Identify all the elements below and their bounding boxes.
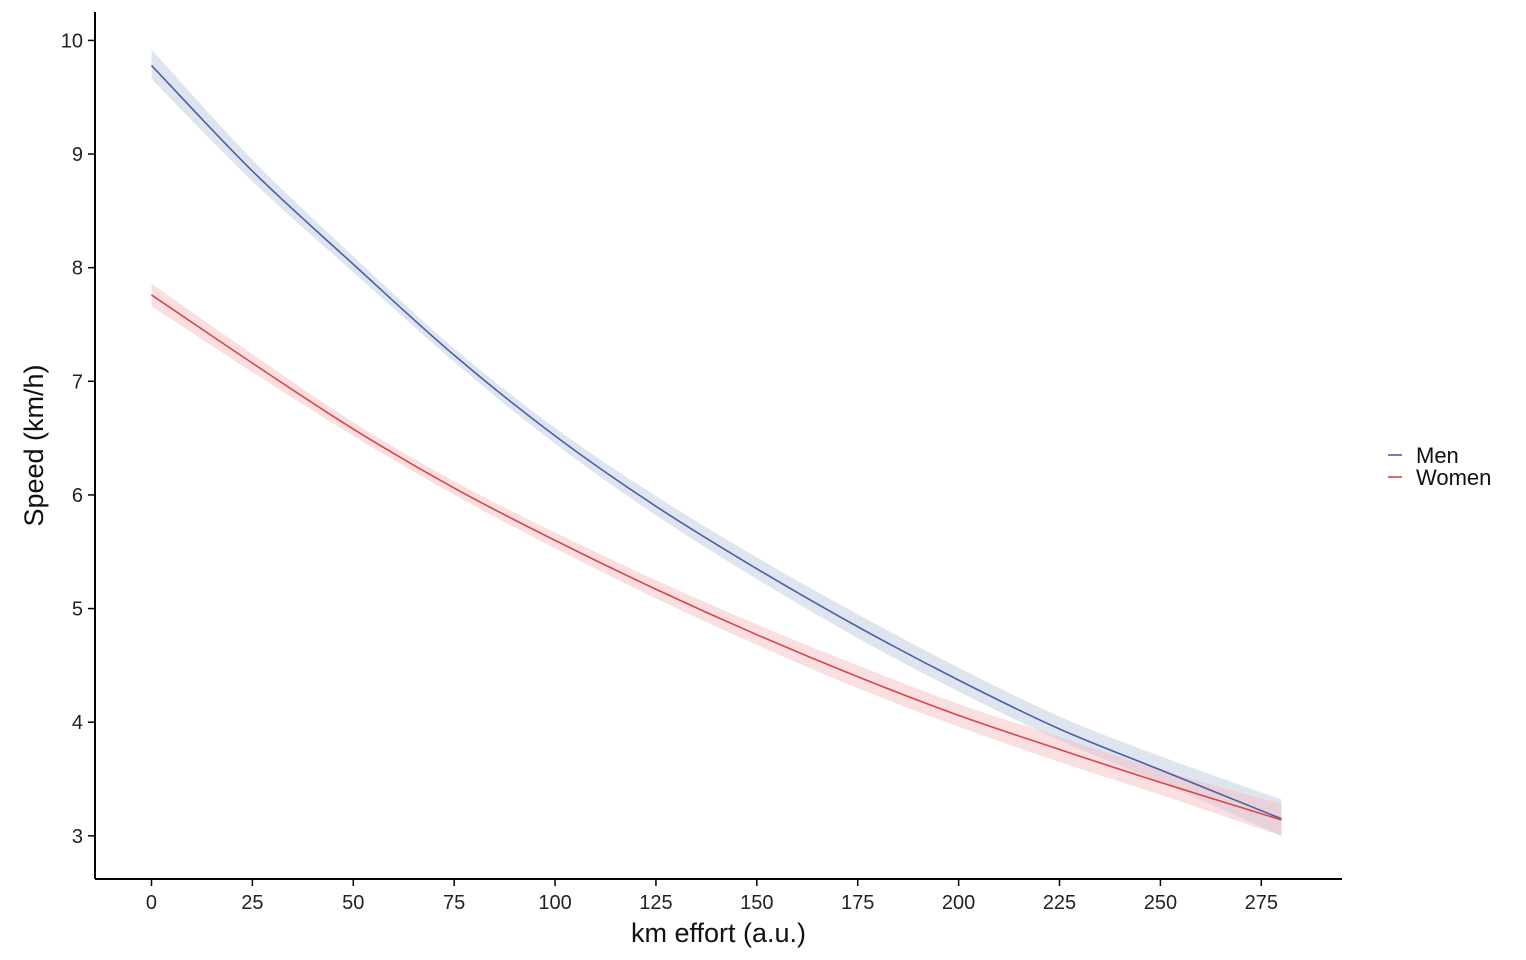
- y-axis-title: Speed (km/h): [19, 364, 49, 526]
- x-tick-label: 100: [538, 892, 571, 914]
- x-tick-label: 250: [1144, 892, 1177, 914]
- x-axis-title: km effort (a.u.): [631, 918, 806, 948]
- x-tick-label: 75: [443, 892, 465, 914]
- y-tick-label: 6: [72, 485, 83, 507]
- women-confidence-band: [151, 283, 1282, 836]
- x-tick-label: 150: [740, 892, 773, 914]
- y-tick-label: 10: [61, 30, 83, 52]
- y-tick-label: 8: [72, 258, 83, 280]
- y-tick-label: 3: [72, 826, 83, 848]
- series-lines: [150, 64, 1282, 821]
- y-tick-label: 4: [72, 712, 83, 734]
- x-tick-label: 0: [146, 892, 157, 914]
- x-tick-label: 225: [1043, 892, 1076, 914]
- x-tick-label: 275: [1245, 892, 1278, 914]
- axes: [94, 12, 1342, 880]
- y-tick-label: 9: [72, 144, 83, 166]
- women-line: [151, 294, 1282, 821]
- legend-label-men: Men: [1416, 443, 1459, 468]
- confidence-bands: [151, 49, 1282, 836]
- men-line: [150, 64, 1282, 820]
- y-tick-label: 7: [72, 371, 83, 393]
- y-axis-ticks: 3 4 5 6 7 8 9 10: [61, 30, 95, 848]
- x-tick-label: 25: [241, 892, 263, 914]
- x-tick-label: 175: [841, 892, 874, 914]
- x-tick-label: 200: [942, 892, 975, 914]
- legend-label-women: Women: [1416, 465, 1491, 490]
- x-tick-label: 125: [639, 892, 672, 914]
- y-tick-label: 5: [72, 599, 83, 621]
- x-axis-ticks: 0 25 50 75 100 125 150 175 200 225 250 275: [146, 879, 1278, 914]
- men-confidence-band: [151, 49, 1282, 836]
- x-tick-label: 50: [342, 892, 364, 914]
